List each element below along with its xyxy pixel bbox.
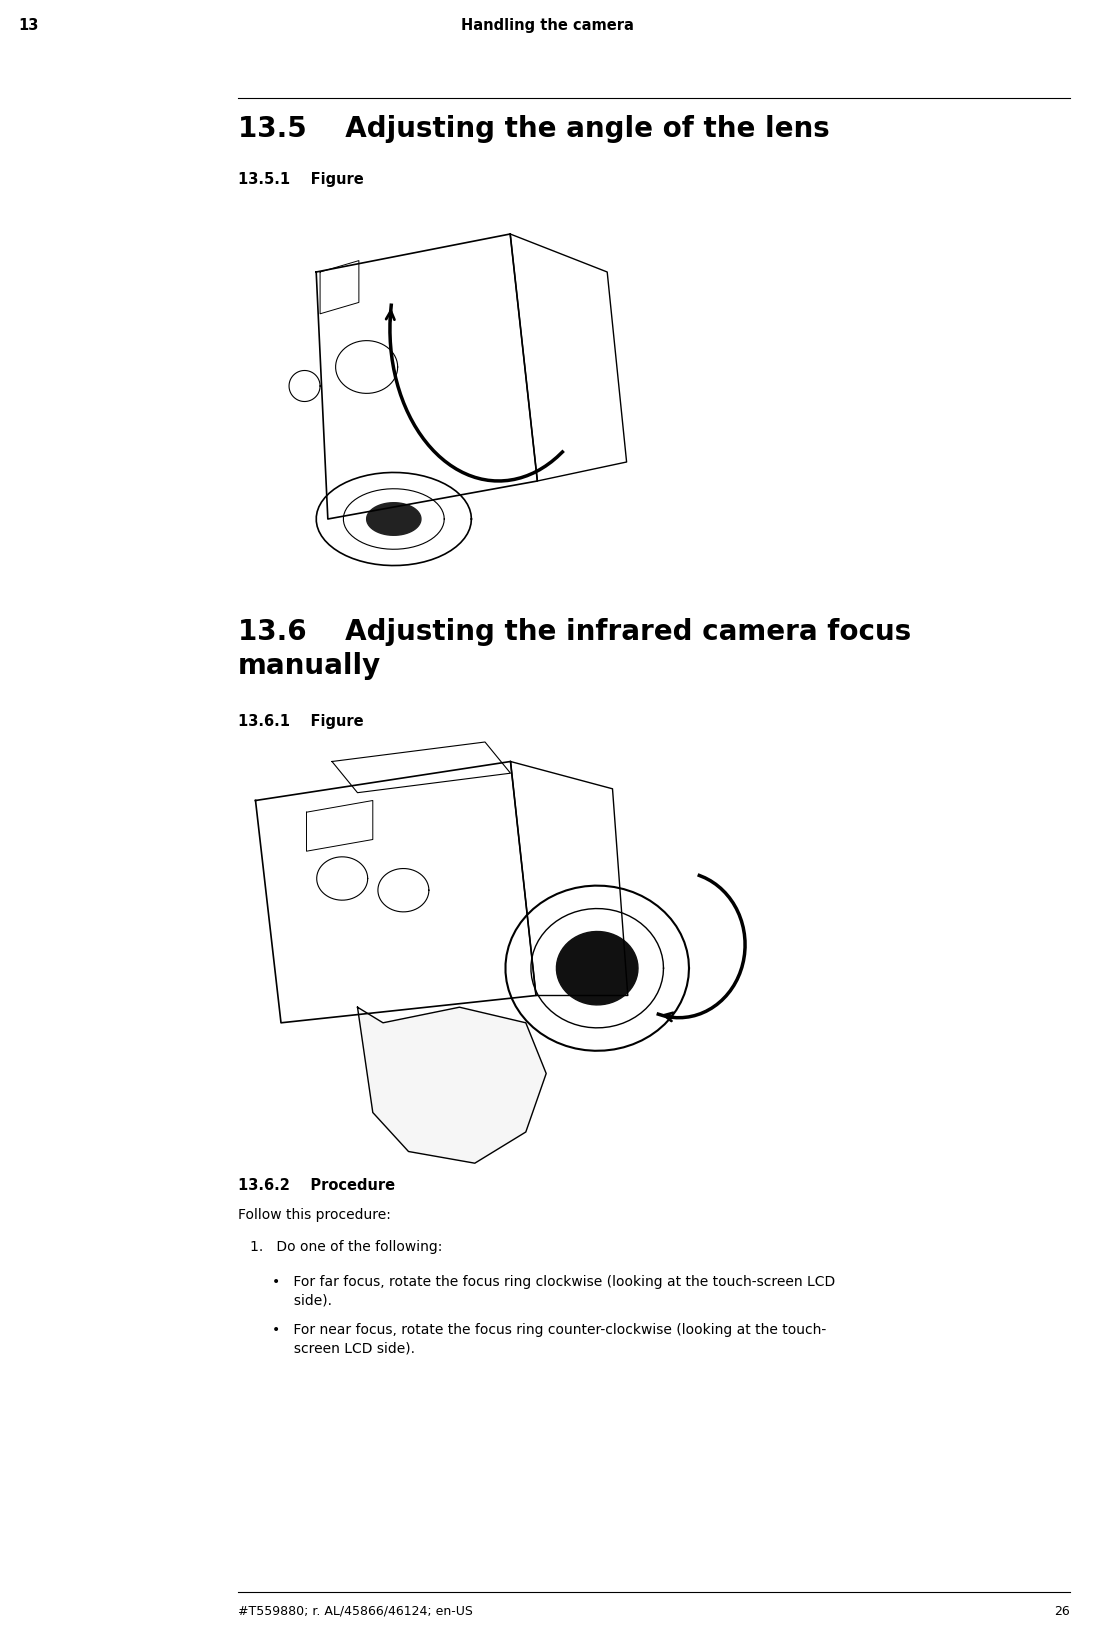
Text: side).: side). <box>272 1293 331 1306</box>
Text: 26: 26 <box>1055 1606 1070 1619</box>
Text: manually: manually <box>238 652 381 680</box>
Text: 13.6    Adjusting the infrared camera focus: 13.6 Adjusting the infrared camera focus <box>238 618 911 646</box>
Text: 13.6.1    Figure: 13.6.1 Figure <box>238 714 363 729</box>
Polygon shape <box>557 932 638 1006</box>
Text: 1.   Do one of the following:: 1. Do one of the following: <box>251 1239 442 1254</box>
Text: screen LCD side).: screen LCD side). <box>272 1341 415 1355</box>
Text: •   For near focus, rotate the focus ring counter-clockwise (looking at the touc: • For near focus, rotate the focus ring … <box>272 1323 826 1337</box>
Polygon shape <box>358 1007 546 1162</box>
Text: 13.6.2    Procedure: 13.6.2 Procedure <box>238 1177 395 1194</box>
Polygon shape <box>366 502 421 535</box>
Text: #T559880; r. AL/45866/46124; en-US: #T559880; r. AL/45866/46124; en-US <box>238 1606 473 1619</box>
Bar <box>258 196 645 576</box>
Text: 13: 13 <box>18 18 38 33</box>
Text: •   For far focus, rotate the focus ring clockwise (looking at the touch-screen : • For far focus, rotate the focus ring c… <box>272 1275 835 1288</box>
Text: 13.5.1    Figure: 13.5.1 Figure <box>238 172 363 186</box>
Text: 13.5    Adjusting the angle of the lens: 13.5 Adjusting the angle of the lens <box>238 114 829 142</box>
Bar <box>230 742 740 1131</box>
Text: Handling the camera: Handling the camera <box>461 18 633 33</box>
Text: Follow this procedure:: Follow this procedure: <box>238 1208 391 1221</box>
